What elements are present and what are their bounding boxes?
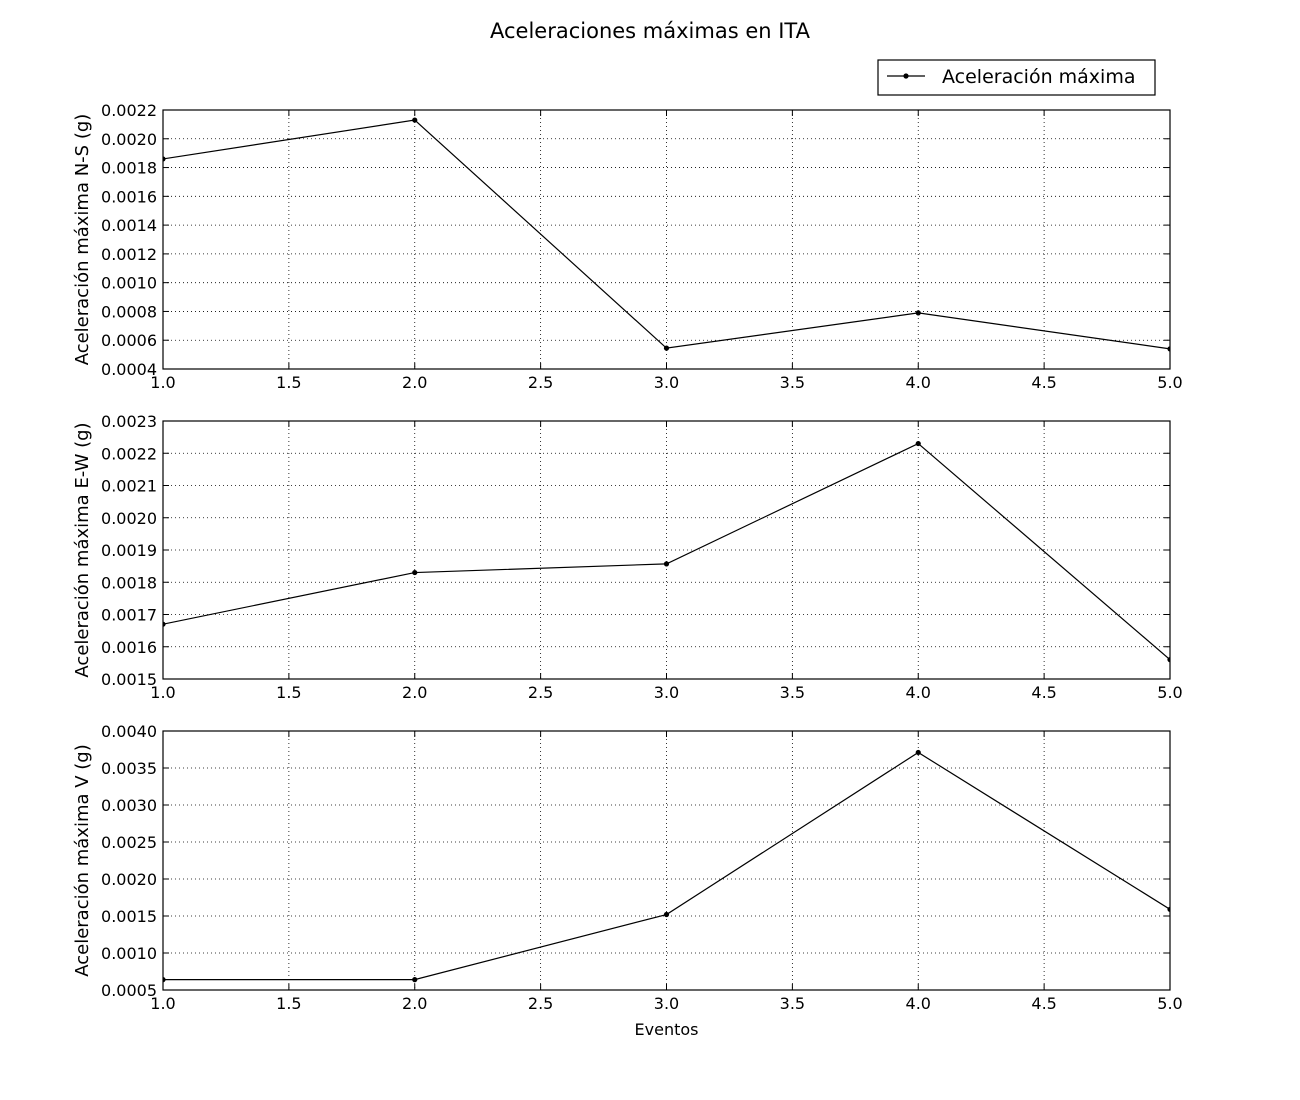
y-tick-label: 0.0018	[101, 573, 157, 592]
x-tick-label: 3.0	[654, 994, 679, 1013]
y-tick-label: 0.0035	[101, 759, 157, 778]
y-tick-label: 0.0025	[101, 833, 157, 852]
x-tick-label: 2.5	[528, 373, 553, 392]
y-tick-label: 0.0012	[101, 245, 157, 264]
legend: Aceleración máxima	[877, 59, 1156, 96]
data-point	[412, 569, 418, 576]
y-tick-label: 0.0040	[101, 722, 157, 741]
y-tick-label: 0.0023	[101, 412, 157, 431]
data-point	[1167, 657, 1170, 663]
data-point	[163, 621, 166, 627]
y-tick-label: 0.0010	[101, 274, 157, 293]
y-tick-label: 0.0016	[101, 638, 157, 657]
data-point	[663, 345, 670, 351]
y-tick-label: 0.0021	[101, 477, 157, 496]
y-tick-label: 0.0022	[101, 444, 157, 463]
x-tick-label: 1.0	[150, 683, 175, 702]
y-tick-label: 0.0008	[101, 302, 157, 321]
data-point	[915, 440, 921, 447]
x-tick-label: 1.5	[276, 994, 301, 1013]
legend-box	[877, 59, 1156, 96]
x-tick-label: 3.5	[780, 373, 805, 392]
y-axis-label: Aceleración máxima V (g)	[72, 744, 93, 977]
y-tick-label: 0.0022	[101, 101, 157, 120]
data-point	[412, 977, 418, 983]
y-axis-label: Aceleración máxima E-W (g)	[72, 422, 93, 677]
x-tick-label: 5.0	[1157, 683, 1182, 702]
legend-label: Aceleración máxima	[942, 66, 1135, 88]
x-tick-label: 1.5	[276, 683, 301, 702]
x-tick-label: 1.0	[150, 994, 175, 1013]
y-tick-label: 0.0015	[101, 670, 157, 689]
data-point	[1167, 346, 1170, 352]
subplot-1: 1.0 1.5 2.0 2.5 3.0 3.5 4.0 4.5 5.0 0.0004 0.0006 0…	[72, 101, 1183, 392]
y-tick-label: 0.0017	[101, 606, 157, 625]
y-axis-label: Aceleración máxima N-S (g)	[72, 114, 93, 366]
x-tick-label: 4.0	[906, 994, 931, 1013]
x-axis-label: Eventos	[635, 1020, 699, 1039]
x-tick-label: 5.0	[1157, 373, 1182, 392]
series-group	[163, 117, 1170, 352]
series-group	[163, 749, 1170, 983]
x-tick-label: 2.5	[528, 683, 553, 702]
y-tick-label: 0.0020	[101, 509, 157, 528]
y-tick-label: 0.0020	[101, 130, 157, 149]
x-tick-label: 4.5	[1031, 373, 1056, 392]
series-line	[163, 442, 1170, 661]
legend-marker-sample	[903, 73, 909, 79]
x-tick-label: 2.0	[402, 373, 427, 392]
data-point	[163, 156, 166, 162]
data-point	[163, 977, 166, 983]
series-line	[163, 751, 1170, 981]
y-tick-label: 0.0004	[101, 360, 157, 379]
subplot-3: 1.0 1.5 2.0 2.5 3.0 3.5 4.0 4.5 5.0 0.0005 0.0010 0…	[72, 722, 1183, 1039]
x-tick-label: 3.0	[654, 683, 679, 702]
x-tick-label: 2.0	[402, 683, 427, 702]
x-tick-label: 2.5	[528, 994, 553, 1013]
x-tick-label: 3.5	[780, 683, 805, 702]
x-tick-label: 3.0	[654, 373, 679, 392]
x-tick-label: 5.0	[1157, 994, 1182, 1013]
y-tick-label: 0.0005	[101, 981, 157, 1000]
data-point	[1167, 906, 1170, 912]
y-tick-label: 0.0016	[101, 187, 157, 206]
subplot-2: 1.0 1.5 2.0 2.5 3.0 3.5 4.0 4.5 5.0 0.0015 0.0016 0…	[72, 412, 1183, 702]
x-tick-label: 1.5	[276, 373, 301, 392]
y-tick-label: 0.0020	[101, 870, 157, 889]
y-tick-label: 0.0006	[101, 331, 157, 350]
y-tick-label: 0.0015	[101, 907, 157, 926]
x-tick-label: 2.0	[402, 994, 427, 1013]
x-tick-label: 4.5	[1031, 683, 1056, 702]
data-point	[915, 310, 921, 316]
y-tick-label: 0.0010	[101, 944, 157, 963]
x-tick-label: 3.5	[780, 994, 805, 1013]
y-tick-label: 0.0018	[101, 159, 157, 178]
y-tick-label: 0.0019	[101, 541, 157, 560]
data-point	[663, 561, 670, 567]
y-tick-label: 0.0014	[101, 216, 157, 235]
data-point	[915, 749, 921, 756]
series-group	[163, 440, 1170, 663]
x-tick-label: 1.0	[150, 373, 175, 392]
data-point	[663, 911, 670, 918]
x-tick-label: 4.0	[906, 683, 931, 702]
chart-title: Aceleraciones máximas en ITA	[490, 19, 811, 43]
data-point	[412, 117, 418, 123]
y-tick-label: 0.0030	[101, 796, 157, 815]
x-tick-label: 4.5	[1031, 994, 1056, 1013]
x-tick-label: 4.0	[906, 373, 931, 392]
